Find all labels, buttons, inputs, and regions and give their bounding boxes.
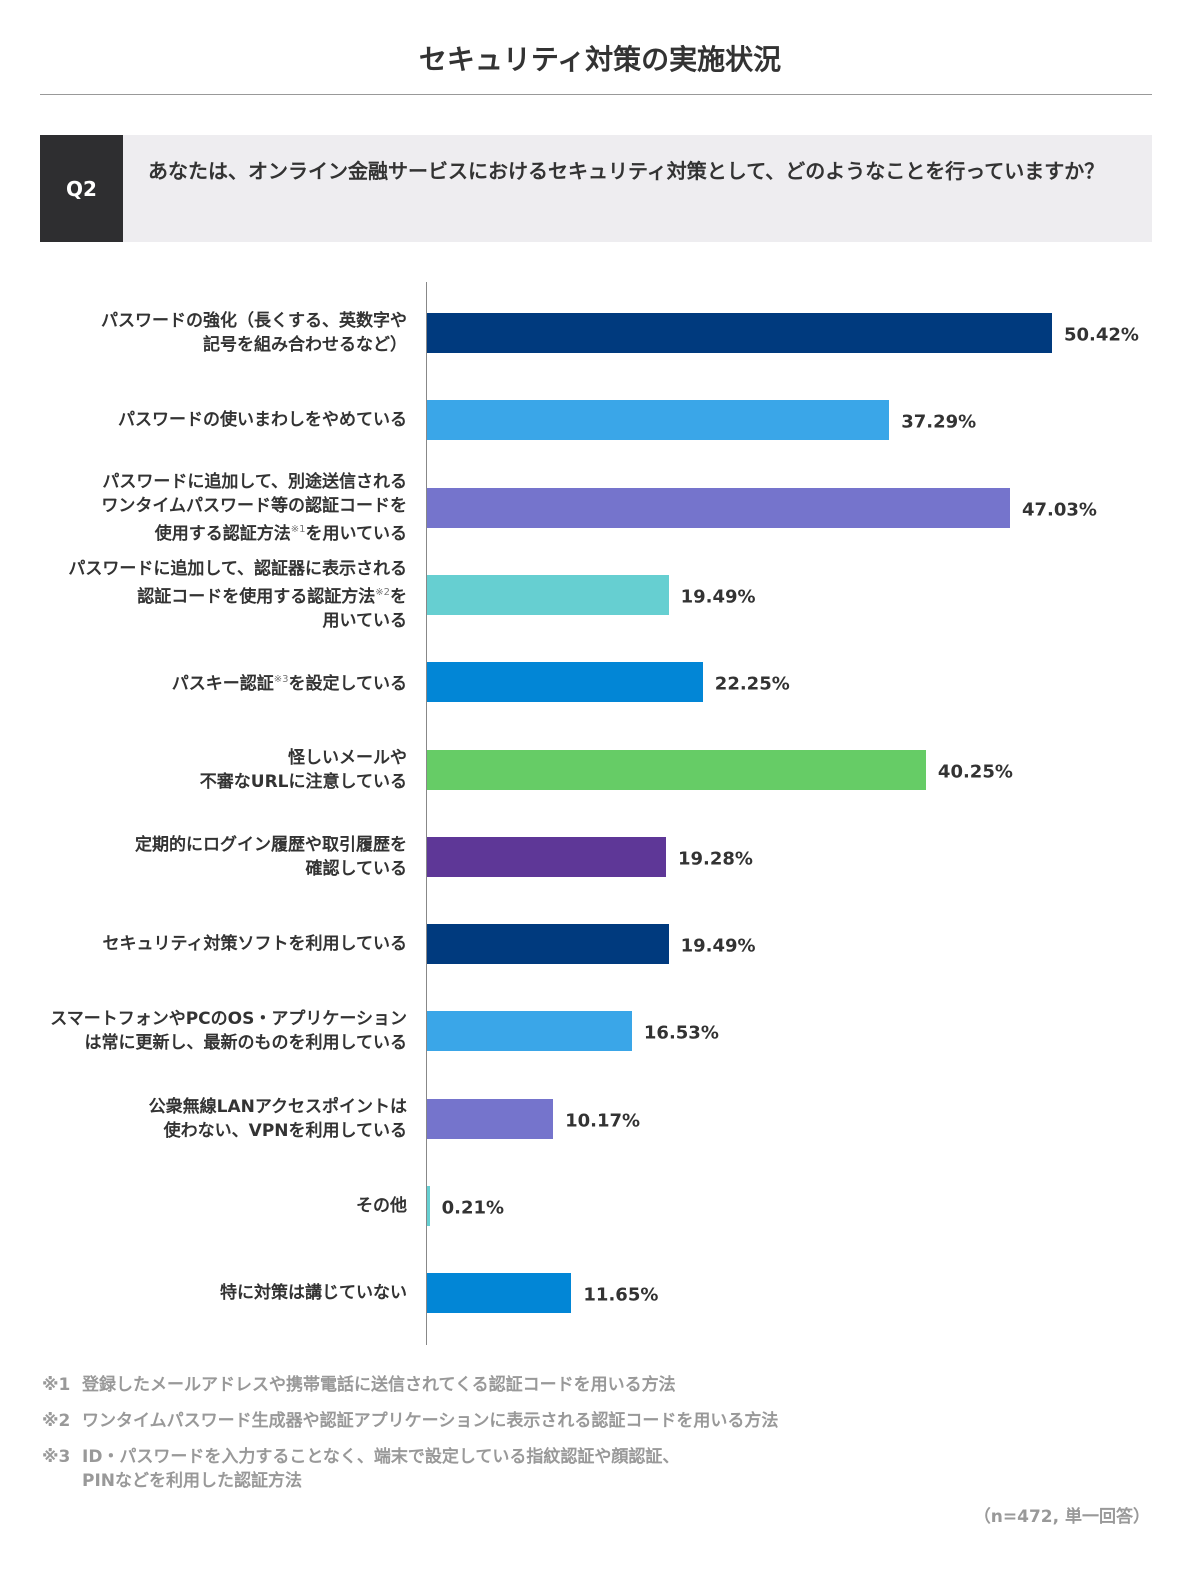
footnote-number: ※1 — [42, 1375, 71, 1395]
question-box: Q2 あなたは、オンライン金融サービスにおけるセキュリティ対策として、どのような… — [40, 135, 1152, 242]
data-label: 47.03% — [1021, 499, 1097, 521]
label-text: スマートフォンやPCのOS・アプリケーション — [50, 1009, 407, 1030]
label-text: 定期的にログイン履歴や取引履歴を — [135, 834, 407, 855]
bar — [427, 662, 703, 703]
footnote-marker: ※1 — [290, 523, 306, 535]
label-text: 公衆無線LANアクセスポイントは — [148, 1096, 407, 1117]
label-text: パスワードの使いまわしをやめている — [118, 410, 407, 431]
label-text: 確認している — [305, 858, 408, 879]
data-label: 19.49% — [680, 586, 756, 608]
footnote-text: 登録したメールアドレスや携帯電話に送信されてくる認証コードを用いる方法 — [82, 1375, 676, 1395]
label-text: パスワードの強化（長くする、英数字や — [101, 311, 407, 331]
bar — [427, 1273, 572, 1314]
data-label: 16.53% — [643, 1022, 719, 1044]
data-label: 11.65% — [583, 1284, 659, 1306]
bar — [427, 836, 666, 877]
label-text: を — [390, 586, 407, 607]
bar — [427, 574, 669, 615]
footnote: ※2 ワンタイムパスワード生成器や認証アプリケーションに表示される認証コードを用い… — [42, 1409, 778, 1433]
sample-size-note: （n=472, 単一回答） — [973, 1507, 1150, 1527]
footnote-number: ※3 — [42, 1447, 71, 1467]
footnote-text: PINなどを利用した認証方法 — [82, 1471, 303, 1491]
footnote-marker: ※2 — [375, 587, 390, 599]
category-label: セキュリティ対策ソフトを利用している — [103, 932, 407, 956]
label-text: を用いている — [305, 523, 408, 544]
label-text: は常に更新し、最新のものを利用している — [84, 1033, 408, 1054]
y-axis-line — [426, 282, 427, 1345]
category-label: 定期的にログイン履歴や取引履歴を確認している — [135, 833, 407, 881]
category-label: パスワードの使いまわしをやめている — [118, 408, 407, 432]
data-label: 19.28% — [677, 848, 753, 870]
label-text: セキュリティ対策ソフトを利用している — [102, 934, 407, 955]
label-text: ワンタイムパスワード等の認証コードを — [101, 495, 407, 516]
label-text: 不審なURLに注意している — [199, 771, 407, 792]
bar — [427, 313, 1052, 353]
category-label: その他 — [356, 1194, 407, 1218]
category-label: パスワードに追加して、認証器に表示される認証コードを使用する認証方法※2を用いて… — [68, 557, 407, 633]
chart-title: セキュリティ対策の実施状況 — [418, 43, 782, 76]
label-text: 認証コードを使用する認証方法 — [137, 586, 376, 607]
label-text: その他 — [356, 1196, 407, 1216]
footnote-marker: ※3 — [273, 674, 289, 686]
bar — [427, 749, 926, 790]
data-label: 40.25% — [937, 761, 1013, 782]
label-text: パスワードに追加して、認証器に表示される — [68, 559, 407, 580]
data-label: 19.49% — [680, 935, 756, 957]
category-label: パスワードの強化（長くする、英数字や記号を組み合わせるなど） — [101, 309, 407, 357]
category-label: パスキー認証※3を設定している — [172, 668, 407, 696]
data-label: 22.25% — [714, 673, 790, 695]
question-text: あなたは、オンライン金融サービスにおけるセキュリティ対策として、どのようなことを… — [148, 159, 1105, 183]
title-divider — [40, 94, 1152, 95]
label-text: パスキー認証 — [171, 674, 274, 695]
category-label: スマートフォンやPCのOS・アプリケーションは常に更新し、最新のものを利用してい… — [50, 1007, 407, 1055]
label-text: 記号を組み合わせるなど） — [203, 335, 407, 355]
bar — [427, 487, 1010, 528]
data-label: 50.42% — [1064, 324, 1139, 346]
category-label: 怪しいメールや不審なURLに注意している — [200, 746, 407, 794]
label-text: 特に対策は講じていない — [220, 1283, 407, 1304]
footnote-text: ID・パスワードを入力することなく、端末で設定している指紋認証や顔認証、 — [82, 1447, 680, 1467]
question-tag: Q2 — [40, 135, 123, 242]
data-label: 37.29% — [901, 411, 977, 433]
footnote: ※1 登録したメールアドレスや携帯電話に送信されてくる認証コードを用いる方法 — [42, 1373, 676, 1397]
bar — [427, 1098, 554, 1139]
label-text: 使わない、VPNを利用している — [163, 1120, 407, 1141]
data-label: 0.21% — [441, 1197, 505, 1219]
footnote-text: ワンタイムパスワード生成器や認証アプリケーションに表示される認証コードを用いる方… — [82, 1411, 779, 1431]
bar — [427, 1011, 632, 1052]
category-label: 公衆無線LANアクセスポイントは使わない、VPNを利用している — [149, 1095, 407, 1143]
label-text: 使用する認証方法 — [154, 523, 291, 544]
bar — [427, 400, 890, 441]
label-text: 怪しいメールや — [288, 747, 407, 768]
footnote-number: ※2 — [42, 1411, 71, 1431]
label-text: 用いている — [322, 610, 408, 631]
bar — [427, 1186, 430, 1226]
data-label: 10.17% — [565, 1110, 641, 1132]
bar — [427, 924, 669, 965]
category-label: 特に対策は講じていない — [220, 1281, 407, 1305]
label-text: パスワードに追加して、別途送信される — [102, 471, 407, 492]
label-text: を設定している — [288, 674, 408, 695]
footnote: ※3 ID・パスワードを入力することなく、端末で設定している指紋認証や顔認証、 PI… — [42, 1445, 679, 1493]
category-label: パスワードに追加して、別途送信される ワンタイムパスワード等の認証コードを使用する… — [101, 470, 407, 546]
